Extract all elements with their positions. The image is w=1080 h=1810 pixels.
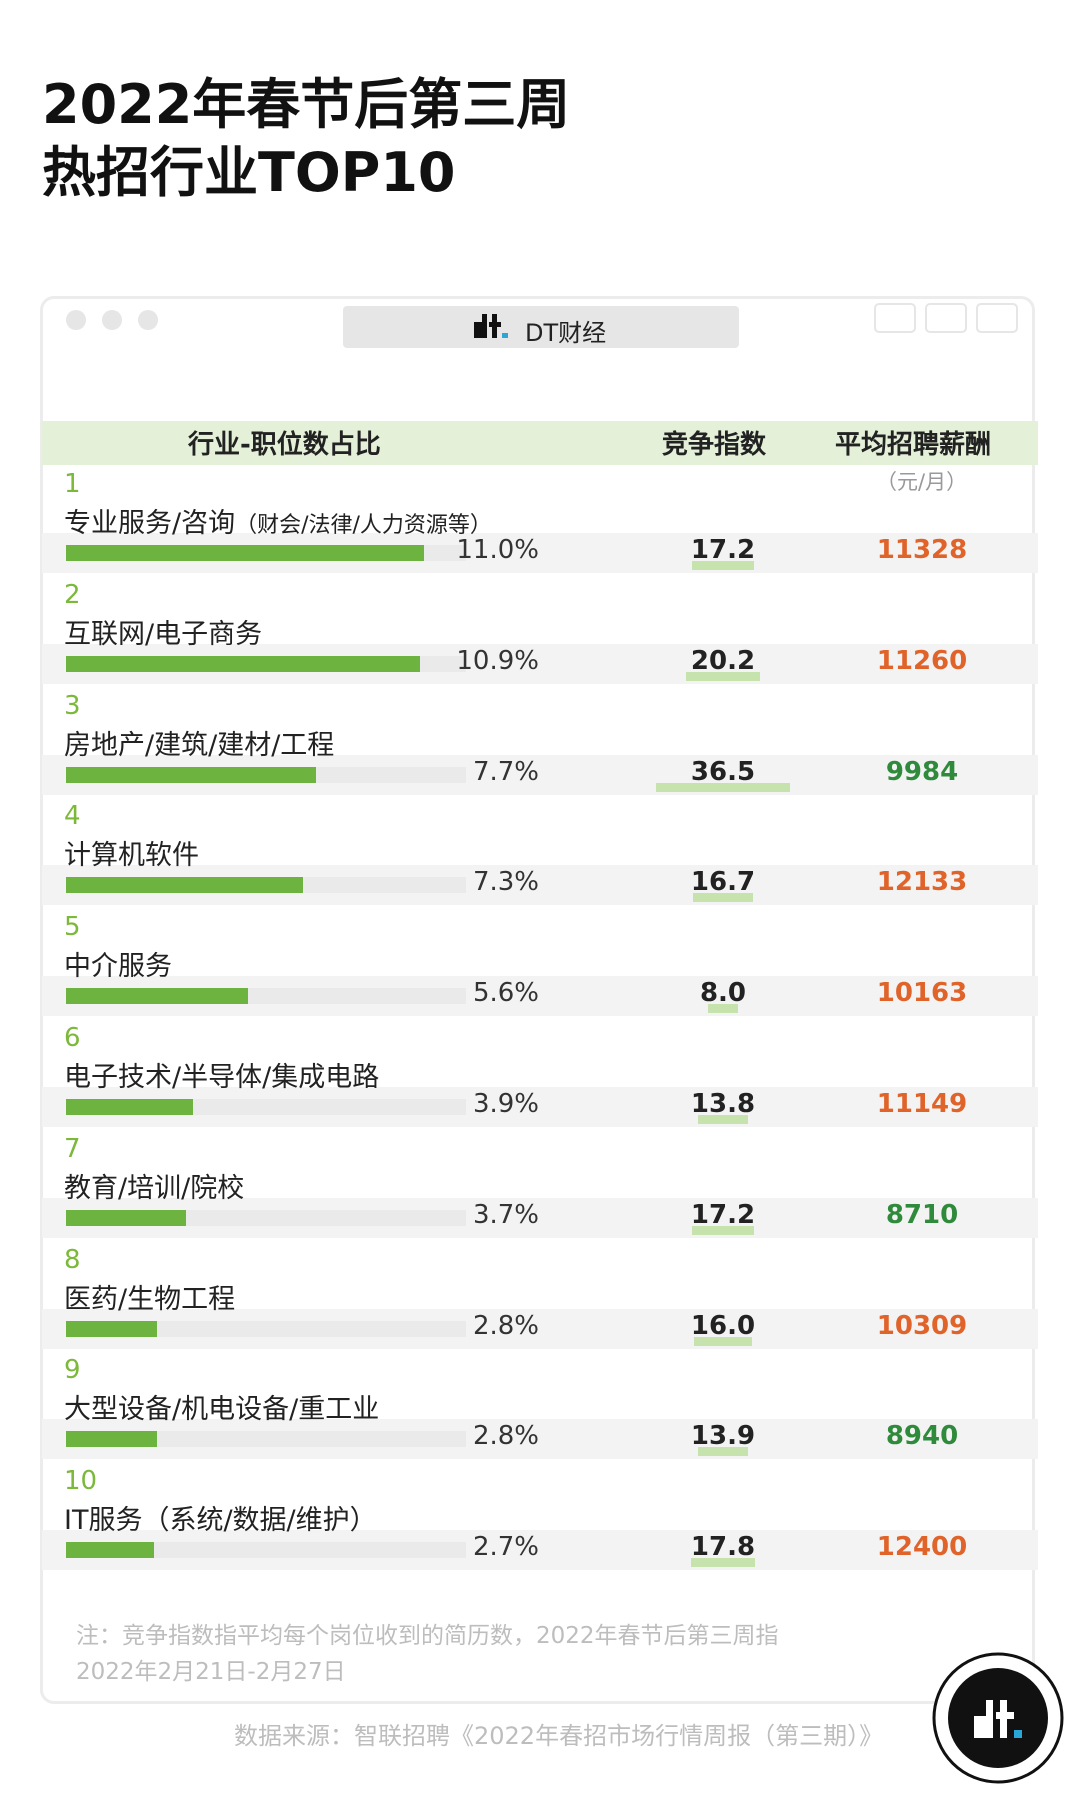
share-bar bbox=[66, 988, 248, 1005]
competition: 17.2 bbox=[690, 1199, 756, 1230]
competition: 16.7 bbox=[690, 867, 756, 898]
industry: 专业服务/咨询（财会/法律/人力资源等） bbox=[64, 508, 492, 539]
industry: 计算机软件 bbox=[64, 840, 199, 872]
salary: 11260 bbox=[876, 645, 968, 676]
share-bar bbox=[66, 1320, 157, 1337]
share-label: 2.7% bbox=[472, 1532, 539, 1563]
competition-bar bbox=[693, 1336, 753, 1346]
competition: 13.8 bbox=[690, 1089, 756, 1119]
rank: 6 bbox=[64, 1023, 81, 1053]
salary: 9984 bbox=[885, 756, 959, 787]
industry: 电子技术/半导体/集成电路 bbox=[64, 1062, 380, 1093]
source: 数据来源：智联招聘《2022年春招市场行情周报（第三期）》 bbox=[234, 1722, 884, 1750]
share-label: 7.3% bbox=[472, 867, 539, 898]
salary: 11328 bbox=[876, 535, 968, 565]
rank: 3 bbox=[64, 690, 81, 721]
competition: 17.2 bbox=[690, 535, 756, 565]
salary: 10309 bbox=[876, 1310, 968, 1341]
window-button bbox=[874, 303, 916, 333]
share-label: 10.9% bbox=[456, 645, 539, 676]
rank: 8 bbox=[64, 1244, 81, 1275]
window-title: DT财经 bbox=[525, 319, 607, 347]
competition-bar bbox=[691, 1225, 755, 1235]
share-bar bbox=[66, 1209, 187, 1226]
salary: 8710 bbox=[885, 1199, 959, 1230]
note: 2022年2月21日-2月27日 bbox=[76, 1659, 346, 1685]
industry: 互联网/电子商务 bbox=[64, 618, 263, 650]
competition-bar bbox=[708, 1004, 738, 1014]
competition-bar bbox=[691, 561, 755, 570]
salary: 10163 bbox=[876, 978, 968, 1009]
window-button bbox=[925, 303, 967, 333]
share-label: 11.0% bbox=[456, 535, 539, 565]
share-bar bbox=[66, 545, 424, 561]
bar-track bbox=[66, 1542, 466, 1559]
share-label: 2.8% bbox=[472, 1310, 539, 1341]
share-bar bbox=[66, 1431, 157, 1448]
rank: 2 bbox=[64, 579, 81, 610]
competition-bar bbox=[656, 782, 790, 792]
column-unit: （元/月） bbox=[876, 470, 968, 494]
note: 注：竞争指数指平均每个岗位收到的简历数，2022年春节后第三周指 bbox=[76, 1623, 779, 1649]
window-dot bbox=[138, 310, 158, 330]
rank: 7 bbox=[64, 1133, 81, 1164]
competition: 17.8 bbox=[690, 1532, 756, 1563]
industry: 房地产/建筑/建材/工程 bbox=[64, 729, 335, 761]
brand-badge bbox=[932, 1652, 1064, 1784]
logo-icon bbox=[474, 314, 508, 338]
competition: 36.5 bbox=[690, 756, 756, 787]
industry-note: （财会/法律/人力资源等） bbox=[235, 513, 492, 538]
title: 热招行业TOP10 bbox=[42, 141, 456, 204]
competition-bar bbox=[690, 1558, 756, 1568]
competition-bar bbox=[697, 1447, 749, 1457]
window-dot bbox=[66, 310, 86, 330]
title: 2022年春节后第三周 bbox=[42, 73, 571, 136]
rank: 4 bbox=[64, 801, 81, 832]
column-header: 平均招聘薪酬 bbox=[835, 430, 992, 460]
industry: 教育/培训/院校 bbox=[64, 1172, 245, 1204]
share-label: 2.8% bbox=[472, 1421, 539, 1452]
competition: 8.0 bbox=[699, 978, 747, 1009]
salary: 12400 bbox=[876, 1532, 968, 1563]
share-bar bbox=[66, 1099, 193, 1115]
window-button bbox=[976, 303, 1018, 333]
column-header: 行业-职位数占比 bbox=[188, 430, 381, 460]
industry: 大型设备/机电设备/重工业 bbox=[64, 1394, 380, 1426]
tab-bar bbox=[343, 306, 739, 348]
salary: 12133 bbox=[876, 867, 968, 898]
share-label: 3.9% bbox=[472, 1089, 539, 1119]
competition-bar bbox=[686, 671, 760, 681]
industry: IT服务（系统/数据/维护） bbox=[64, 1505, 377, 1537]
competition: 20.2 bbox=[690, 645, 756, 676]
salary: 11149 bbox=[876, 1089, 968, 1119]
column-header: 竞争指数 bbox=[662, 430, 767, 460]
share-bar bbox=[66, 877, 304, 894]
rank: 10 bbox=[64, 1466, 98, 1497]
share-bar bbox=[66, 1542, 154, 1559]
rank: 1 bbox=[64, 469, 81, 499]
competition-bar bbox=[692, 893, 754, 903]
competition: 13.9 bbox=[690, 1421, 756, 1452]
share-bar bbox=[66, 655, 421, 672]
competition: 16.0 bbox=[690, 1310, 756, 1341]
bar-track bbox=[66, 1320, 466, 1337]
salary: 8940 bbox=[885, 1421, 959, 1452]
share-label: 5.6% bbox=[472, 978, 539, 1009]
industry: 中介服务 bbox=[64, 951, 172, 983]
share-label: 7.7% bbox=[472, 756, 539, 787]
header-band bbox=[42, 421, 1038, 465]
share-bar bbox=[66, 766, 317, 783]
rank: 9 bbox=[64, 1355, 81, 1386]
industry: 医药/生物工程 bbox=[64, 1283, 236, 1315]
share-label: 3.7% bbox=[472, 1199, 539, 1230]
competition-bar bbox=[697, 1115, 749, 1124]
rank: 5 bbox=[64, 912, 81, 943]
bar-track bbox=[66, 1431, 466, 1448]
window-dot bbox=[102, 310, 122, 330]
